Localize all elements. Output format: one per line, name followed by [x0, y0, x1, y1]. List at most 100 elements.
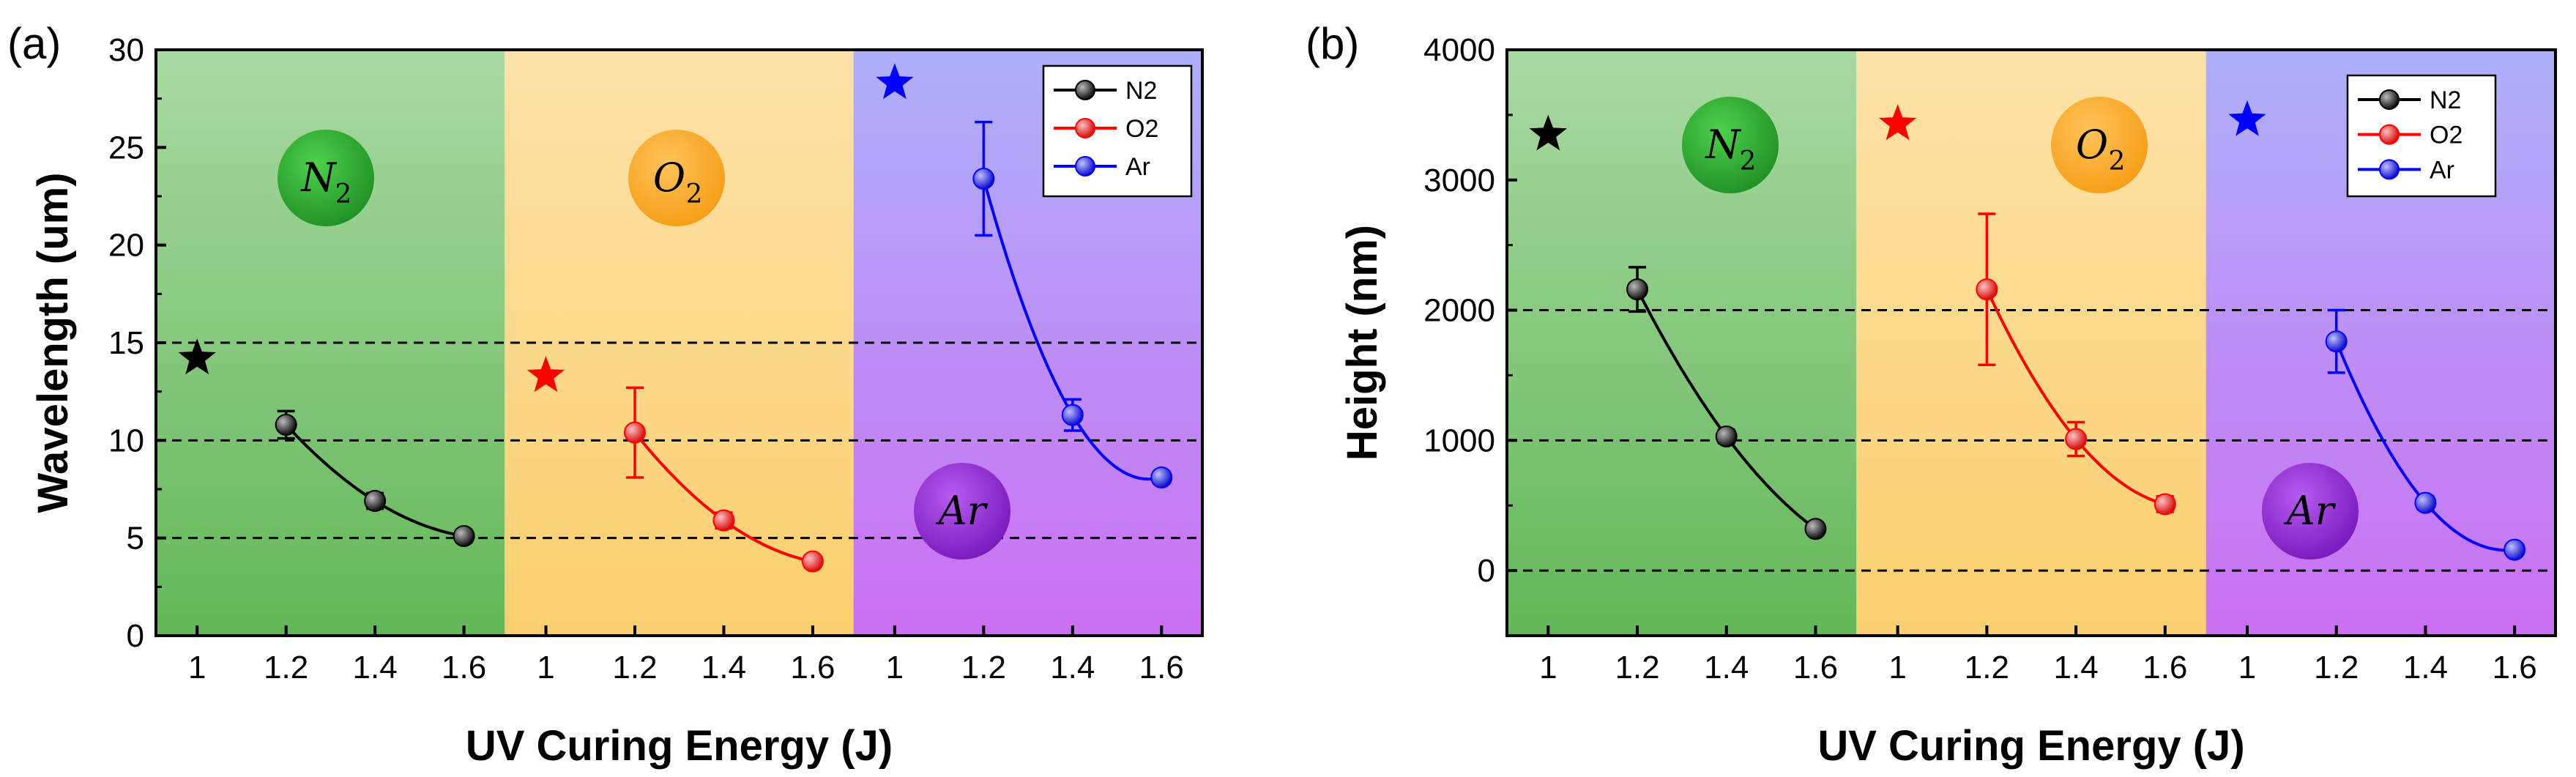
data-point-o2 — [712, 509, 735, 532]
data-point-n2 — [1626, 278, 1649, 301]
legend-marker-n2 — [2379, 89, 2400, 110]
x-axis-label: UV Curing Energy (J) — [466, 722, 893, 770]
y-tick-label: 20 — [108, 228, 144, 264]
gas-label-o2: O — [2076, 122, 2108, 168]
x-tick-label: 1.6 — [1139, 650, 1184, 685]
x-axis-label: UV Curing Energy (J) — [1817, 722, 2244, 770]
x-tick-label: 1.4 — [2054, 650, 2099, 685]
legend-marker-ar — [2379, 159, 2400, 180]
data-point-o2 — [1976, 278, 1998, 301]
x-tick-label: 1.6 — [1793, 650, 1838, 685]
x-tick-label: 1.4 — [1704, 650, 1749, 685]
x-tick-label: 1.2 — [264, 650, 308, 685]
y-tick-label: 10 — [108, 423, 144, 458]
gas-label-subscript: 2 — [1740, 146, 1757, 176]
gas-circle-o2 — [628, 130, 725, 226]
legend-label-ar: Ar — [2430, 156, 2454, 184]
y-tick-label: 0 — [1478, 553, 1495, 589]
y-tick-label: 30 — [108, 32, 144, 68]
gas-label-o2: O — [653, 155, 685, 201]
x-tick-label: 1.2 — [961, 650, 1006, 685]
star-marker-n2 — [1529, 114, 1567, 151]
gas-label-ar: Ar — [935, 488, 989, 534]
x-tick-label: 1.2 — [612, 650, 657, 685]
gas-circle-ar — [914, 463, 1010, 559]
data-point-o2 — [2154, 493, 2176, 516]
legend-label-ar: Ar — [1125, 153, 1150, 181]
data-point-ar — [1061, 404, 1084, 426]
x-tick-label: 1.6 — [790, 650, 835, 685]
panel-label: (a) — [7, 19, 61, 68]
gas-circle-n2 — [278, 130, 374, 226]
region-background-o2 — [1856, 50, 2206, 636]
legend-box — [1042, 64, 1193, 198]
panel-label: (b) — [1306, 19, 1359, 68]
x-tick-label: 1.6 — [2493, 650, 2537, 685]
data-point-n2 — [364, 490, 387, 512]
x-tick-label: 1 — [537, 650, 554, 685]
gas-label-n2: N — [299, 155, 337, 201]
x-tick-label: 1.2 — [2314, 650, 2359, 685]
y-axis-label: Wavelength (um) — [29, 172, 77, 513]
data-point-ar — [2325, 330, 2348, 353]
x-tick-label: 1.4 — [353, 650, 398, 685]
star-marker-ar — [2228, 100, 2266, 136]
star-marker-o2 — [526, 356, 565, 393]
data-point-o2 — [801, 550, 824, 573]
x-tick-label: 1 — [1888, 650, 1906, 685]
data-point-n2 — [275, 414, 297, 436]
legend-label-o2: O2 — [1125, 115, 1158, 143]
data-point-o2 — [624, 421, 647, 444]
x-tick-label: 1.4 — [1050, 650, 1095, 685]
legend-label-n2: N2 — [1125, 77, 1157, 105]
gas-label-subscript: 2 — [335, 179, 352, 209]
x-tick-label: 1 — [188, 650, 206, 685]
y-tick-label: 25 — [108, 130, 144, 166]
gas-label-ar: Ar — [2283, 488, 2337, 534]
y-tick-label: 5 — [127, 521, 144, 557]
data-point-ar — [2414, 491, 2437, 514]
y-tick-label: 15 — [108, 325, 144, 361]
data-point-n2 — [453, 525, 475, 547]
data-point-ar — [2504, 538, 2526, 561]
y-tick-label: 4000 — [1423, 32, 1495, 68]
legend-marker-o2 — [1075, 118, 1095, 138]
data-point-n2 — [1715, 425, 1738, 447]
gas-circle-ar — [2262, 463, 2359, 559]
plot-frame — [1505, 48, 2557, 637]
x-tick-label: 1 — [886, 650, 904, 685]
legend-label-o2: O2 — [2430, 122, 2463, 149]
gas-label-subscript: 2 — [2109, 146, 2126, 176]
star-marker-o2 — [1879, 104, 1917, 141]
y-tick-label: 2000 — [1423, 293, 1495, 329]
data-point-n2 — [1804, 518, 1827, 540]
x-tick-label: 1 — [2238, 650, 2256, 685]
region-background-n2 — [1507, 50, 1857, 636]
data-point-ar — [1150, 466, 1173, 488]
x-tick-label: 1.6 — [442, 650, 486, 685]
star-marker-ar — [876, 63, 914, 100]
x-tick-label: 1.2 — [1615, 650, 1659, 685]
star-marker-n2 — [178, 338, 216, 375]
y-axis-label: Height (nm) — [1339, 225, 1386, 461]
legend-marker-n2 — [1075, 80, 1095, 100]
legend-label-n2: N2 — [2430, 86, 2461, 114]
legend-marker-ar — [1075, 156, 1095, 176]
x-tick-label: 1 — [1539, 650, 1557, 685]
x-tick-label: 1.2 — [1965, 650, 2009, 685]
data-point-o2 — [2065, 428, 2088, 450]
x-tick-label: 1.4 — [701, 650, 746, 685]
x-tick-label: 1.6 — [2143, 650, 2187, 685]
y-tick-label: 0 — [127, 618, 144, 654]
y-tick-label: 3000 — [1423, 163, 1495, 198]
legend-marker-o2 — [2379, 124, 2400, 145]
gas-label-n2: N — [1704, 122, 1741, 168]
gas-circle-o2 — [2051, 97, 2148, 193]
gas-circle-n2 — [1682, 97, 1779, 193]
x-tick-label: 1.4 — [2403, 650, 2448, 685]
data-point-ar — [972, 168, 995, 190]
y-tick-label: 1000 — [1423, 423, 1495, 458]
